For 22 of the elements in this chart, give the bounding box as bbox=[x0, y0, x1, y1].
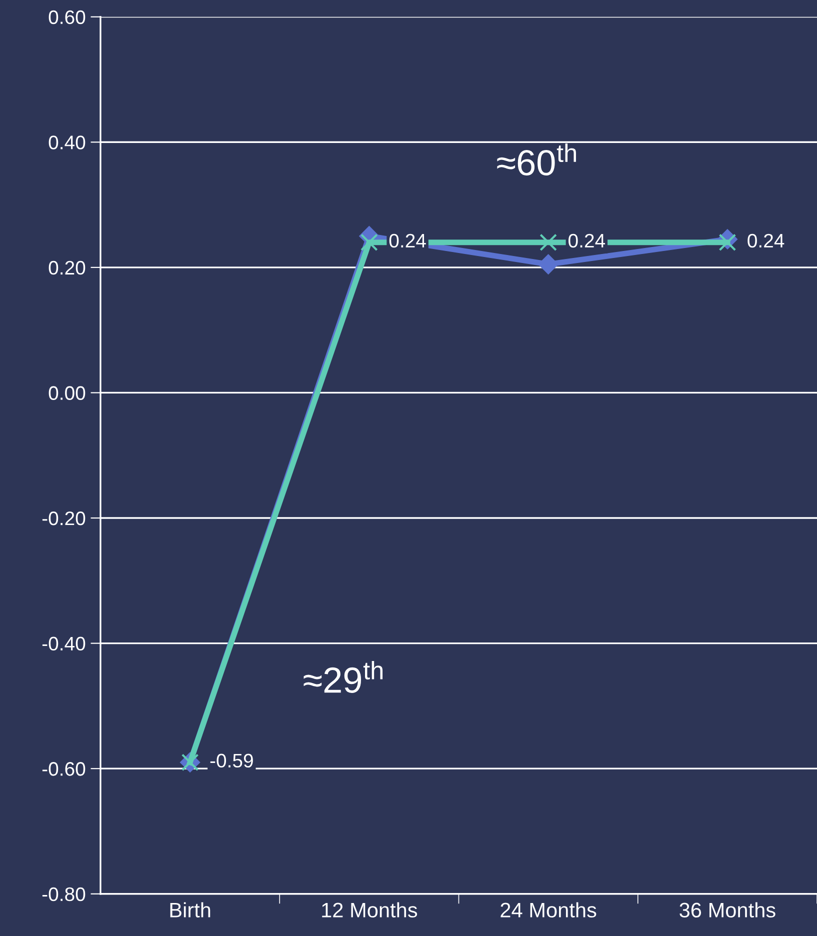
y-tick-label: -0.60 bbox=[42, 762, 86, 776]
x-tick-label: 24 Months bbox=[500, 902, 596, 918]
data-label: 0.24 bbox=[389, 234, 426, 248]
data-label: 0.24 bbox=[748, 234, 784, 248]
data-label: -0.59 bbox=[210, 754, 253, 768]
y-tick-label: -0.40 bbox=[42, 636, 86, 651]
y-tick-label: -0.20 bbox=[42, 511, 86, 526]
y-tick-label: -0.80 bbox=[42, 887, 86, 902]
x-tick-label: 12 Months bbox=[322, 902, 418, 918]
data-label: 0.24 bbox=[568, 234, 606, 248]
point bbox=[360, 234, 378, 252]
x-tick-label: 36 Months bbox=[680, 902, 776, 918]
annotation: ≈60$^{th}$ bbox=[497, 144, 576, 176]
y-tick-label: 0.60 bbox=[48, 10, 86, 24]
y-tick-label: 0.20 bbox=[48, 260, 86, 275]
point bbox=[540, 234, 557, 252]
y-tick-label: 0.00 bbox=[48, 386, 86, 400]
annotation: ≈29$^{th}$ bbox=[304, 660, 383, 693]
point bbox=[538, 254, 558, 274]
y-tick-label: 0.40 bbox=[48, 136, 86, 150]
point bbox=[718, 234, 736, 252]
x-tick-label: Birth bbox=[170, 902, 210, 918]
